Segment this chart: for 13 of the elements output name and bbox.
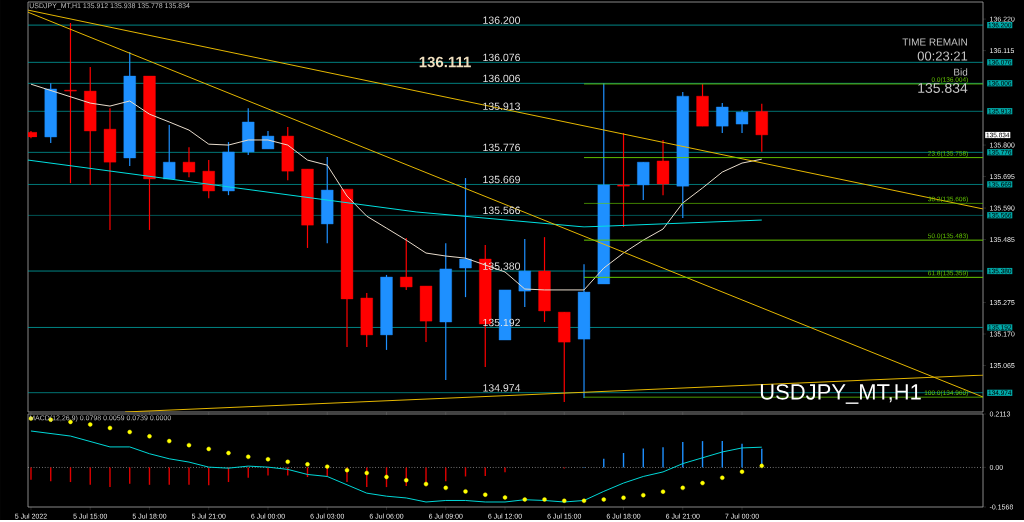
annotation: 135.566 [483,206,520,215]
annotation: TIME REMAIN [902,38,967,46]
annotation: 136.200 [483,16,521,24]
annotation: 136.111 [419,56,471,68]
annotation: Bid [954,68,968,76]
annotation: 135.834 [918,83,968,93]
annotation: 134.974 [483,384,521,392]
annotation: 136.076 [483,53,520,62]
annotation: 136.006 [483,74,520,83]
annotation: 135.669 [483,175,520,184]
annotation: 00:23:21 [917,51,968,61]
annotation: 135.776 [483,143,520,152]
annotation: USDJPY_MT,H1 [760,384,921,404]
